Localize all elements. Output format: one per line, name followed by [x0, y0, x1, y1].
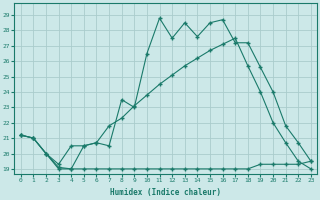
X-axis label: Humidex (Indice chaleur): Humidex (Indice chaleur): [110, 188, 221, 197]
